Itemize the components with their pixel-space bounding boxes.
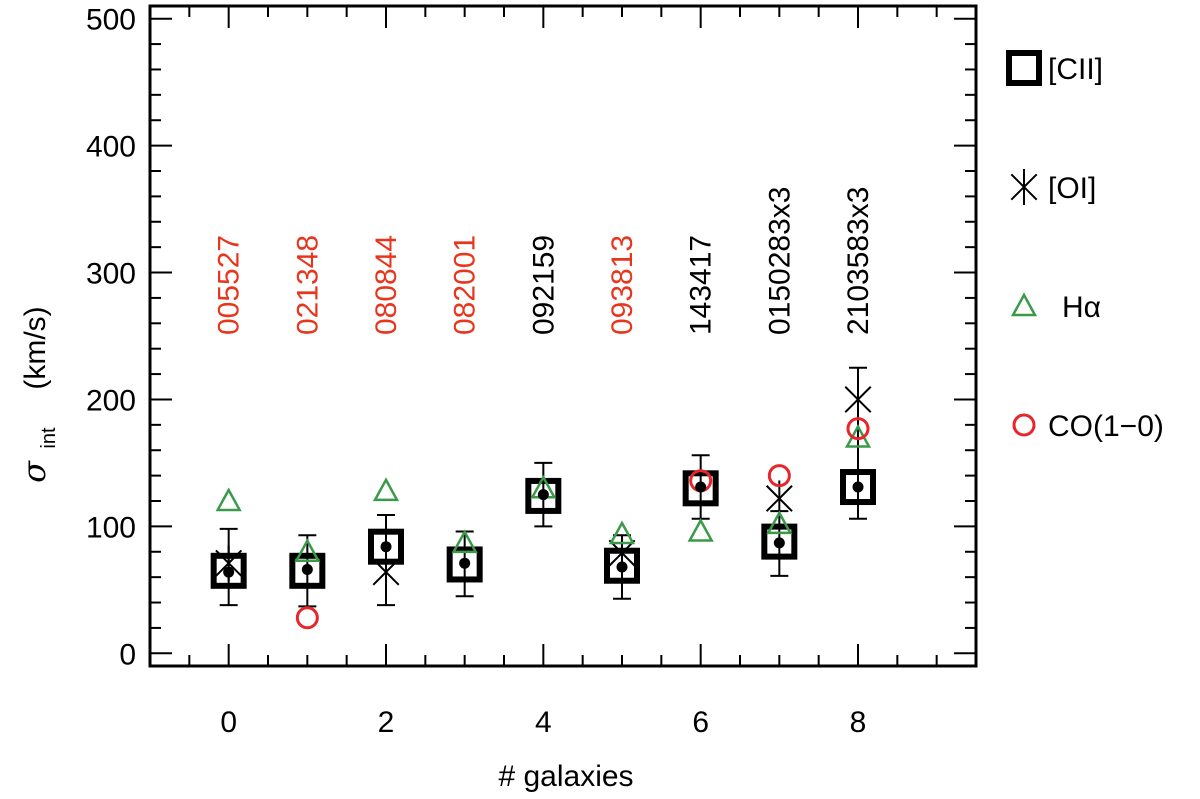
point-mean (773, 537, 785, 549)
point-h (608, 520, 636, 545)
galaxy-id-label: 2103583x3 (842, 187, 875, 335)
point-h (687, 517, 714, 542)
x-axis-title: # galaxies (498, 760, 633, 793)
point-cii (446, 546, 483, 583)
asterisk-stroke (1010, 173, 1038, 201)
point-mean (616, 561, 628, 573)
galaxy-labels: 005527 021348 080844 082001 092159 093813 1434… (213, 187, 875, 335)
galaxy-id-label: 080844 (370, 235, 403, 335)
galaxy-id-label: 143417 (685, 235, 718, 335)
legend-marker-cii (1006, 50, 1042, 86)
plot-frame (148, 4, 978, 668)
point-co-1-0 (295, 606, 319, 630)
y-axis-title-symbol: σ (15, 460, 53, 483)
point-h (451, 529, 478, 554)
point-h (294, 538, 321, 563)
point-cii (289, 552, 326, 589)
point-co-1-0 (846, 417, 870, 441)
y-axis-title-subscript: int (38, 427, 60, 449)
legend-label-oi: [OI] (1048, 172, 1096, 205)
point-mean (223, 566, 235, 578)
legend-marker-co-1-0 (1012, 413, 1036, 437)
asterisk-stroke (215, 549, 243, 577)
legend-label-co-1-0: CO(1−0) (1048, 410, 1164, 443)
y-tick-label: 0 (119, 638, 136, 671)
point-mean (537, 489, 549, 501)
point-h (766, 510, 793, 535)
y-tick-label: 300 (86, 258, 136, 291)
point-cii (840, 469, 876, 506)
galaxy-id-label: 082001 (449, 235, 482, 335)
point-mean (301, 564, 313, 576)
galaxy-id-label: 021348 (291, 235, 324, 335)
x-tick-label: 6 (692, 706, 709, 739)
point-mean (695, 481, 707, 493)
x-tick-label: 2 (378, 706, 395, 739)
galaxy-id-label: 093813 (606, 235, 639, 335)
x-tick-label: 0 (220, 706, 237, 739)
x-tick-label: 4 (535, 706, 552, 739)
y-tick-label: 200 (86, 384, 136, 417)
y-axis-title: σ int (km/s) (15, 306, 60, 483)
point-oi (844, 381, 872, 418)
x-tick-label: 8 (850, 706, 867, 739)
axis-tick-labels: 0 2 4 6 8 0 100 200 300 400 500 (86, 4, 866, 739)
y-tick-label: 400 (86, 131, 136, 164)
point-mean (852, 481, 864, 493)
point-co-1-0 (767, 464, 791, 488)
galaxy-id-label: 092159 (527, 235, 560, 335)
point-cii (682, 470, 719, 507)
galaxy-id-label: 0150283x3 (763, 187, 796, 335)
asterisk-stroke (608, 539, 636, 567)
asterisk-stroke (765, 485, 793, 512)
legend-marker-oi (1010, 169, 1038, 205)
data-marks (210, 366, 876, 630)
point-mean (380, 541, 392, 553)
point-cii (525, 477, 562, 514)
y-axis-title-units: (km/s) (19, 306, 52, 389)
axis-ticks (150, 6, 976, 666)
point-mean (459, 557, 471, 569)
legend: [CII] [OI] Hα CO(1−0) (1006, 50, 1164, 443)
y-tick-label: 500 (86, 4, 136, 37)
point-h (215, 487, 242, 512)
asterisk-stroke (372, 558, 400, 586)
point-cii (761, 523, 798, 560)
legend-label-h: Hα (1062, 291, 1101, 324)
legend-marker-h (1010, 292, 1038, 317)
legend-label-cii: [CII] (1048, 53, 1103, 86)
galaxy-id-label: 005527 (213, 235, 246, 335)
y-tick-label: 100 (86, 511, 136, 544)
asterisk-stroke (844, 386, 872, 413)
point-h (372, 477, 400, 502)
point-oi (372, 554, 400, 591)
